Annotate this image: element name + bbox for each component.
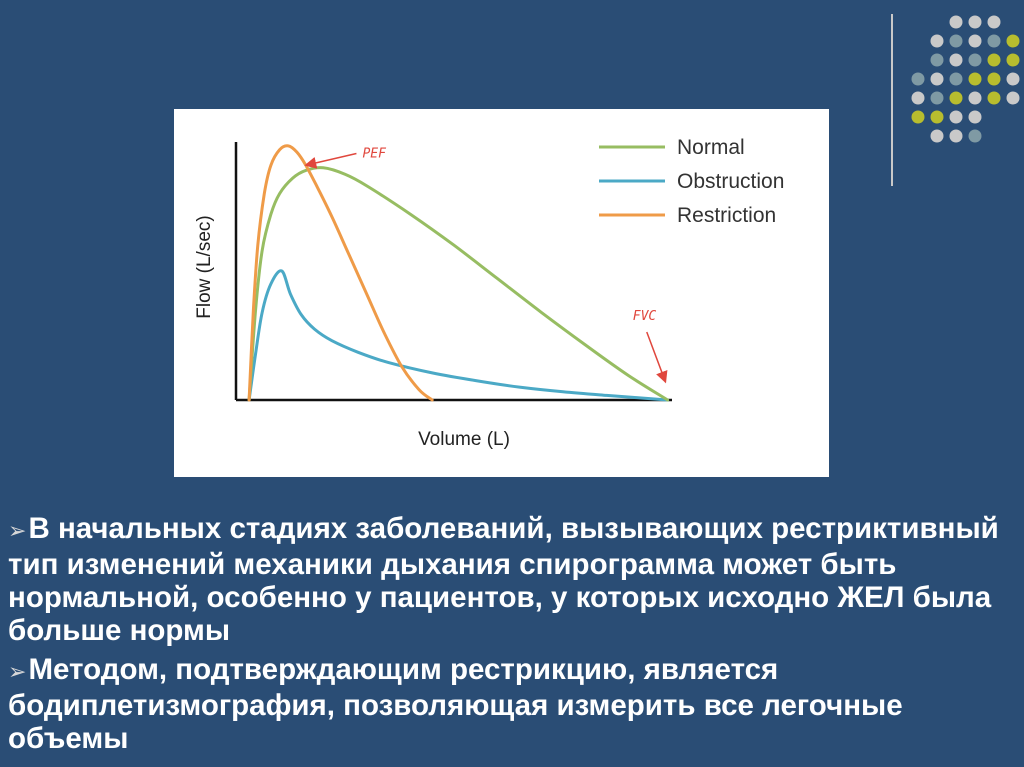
bullet-2-text: Методом, подтверждающим рестрикцию, явля…	[8, 653, 903, 755]
decor-dot	[949, 72, 963, 86]
decor-dot	[968, 110, 982, 124]
annotation-arrow-pef	[304, 152, 357, 169]
decor-dot	[987, 34, 1001, 48]
decor-dot	[987, 53, 1001, 67]
x-axis-label: Volume (L)	[418, 429, 510, 450]
decor-dot	[911, 72, 925, 86]
decor-dot	[987, 15, 1001, 29]
y-axis-label: Flow (L/sec)	[194, 215, 215, 318]
divider-line	[891, 14, 893, 186]
decor-dot	[1006, 53, 1020, 67]
series-line-obstruction	[247, 269, 670, 402]
decor-dot	[968, 53, 982, 67]
chart-panel: Volume (L) Flow (L/sec) Normal Obstruction R…	[174, 109, 829, 477]
annotation-pef: PEF	[362, 146, 387, 161]
decor-dot	[930, 129, 944, 143]
bullet-1-text: В начальных стадиях заболеваний, вызываю…	[8, 512, 999, 647]
bullet-2: ➢Методом, подтверждающим рестрикцию, явл…	[8, 653, 1014, 755]
decor-dot	[949, 129, 963, 143]
dot-grid-icon	[911, 15, 1020, 143]
arrow-bullet-icon: ➢	[8, 660, 27, 685]
series-line-normal	[247, 166, 670, 402]
legend-label-normal: Normal	[677, 136, 745, 159]
decor-dot	[987, 72, 1001, 86]
legend-label-restriction: Restriction	[677, 204, 776, 227]
decor-dot	[968, 34, 982, 48]
decor-dot	[949, 15, 963, 29]
legend-label-obstruction: Obstruction	[677, 170, 784, 193]
annotation-fvc: FVC	[633, 309, 657, 324]
decor-dot	[930, 110, 944, 124]
bullet-1: ➢В начальных стадиях заболеваний, вызыва…	[8, 512, 1014, 647]
flow-volume-chart: Volume (L) Flow (L/sec) Normal Obstruction R…	[194, 136, 784, 450]
decor-dot	[1006, 34, 1020, 48]
decor-dot	[949, 110, 963, 124]
decor-dot	[1006, 72, 1020, 86]
decor-dot	[968, 15, 982, 29]
decor-dot	[930, 72, 944, 86]
decor-dot	[930, 53, 944, 67]
decor-dot	[949, 53, 963, 67]
decor-dot	[987, 91, 1001, 105]
slide-text: ➢В начальных стадиях заболеваний, вызыва…	[8, 512, 1014, 761]
decor-dot	[949, 91, 963, 105]
decor-dot	[968, 72, 982, 86]
annotation-arrow-fvc	[646, 331, 668, 384]
arrow-bullet-icon: ➢	[8, 519, 27, 544]
decor-dot	[968, 129, 982, 143]
decor-dot	[911, 110, 925, 124]
decor-dot	[930, 91, 944, 105]
decor-dot	[911, 91, 925, 105]
decor-dot	[930, 34, 944, 48]
decor-dot	[949, 34, 963, 48]
decor-dot	[1006, 91, 1020, 105]
decor-dot	[968, 91, 982, 105]
